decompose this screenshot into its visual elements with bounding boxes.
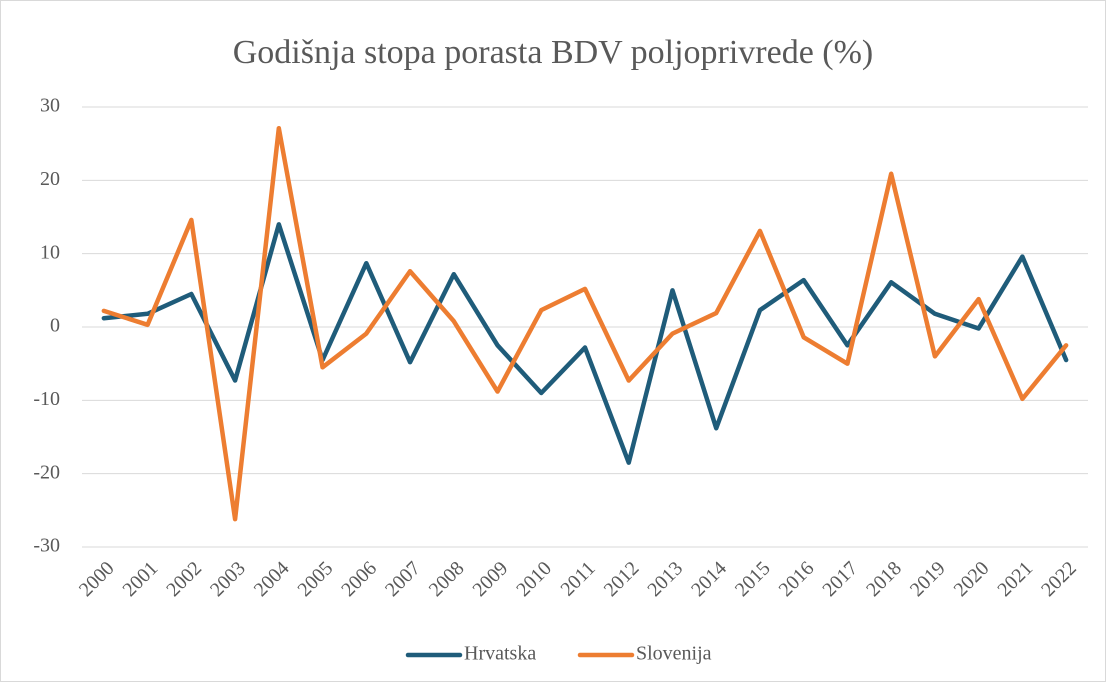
y-tick-label: -20 [33,461,60,483]
chart-title: Godišnja stopa porasta BDV poljoprivrede… [233,34,874,71]
y-tick-label: -10 [33,388,60,410]
legend-label: Hrvatska [464,643,536,665]
data-line [101,126,1069,522]
y-tick-label: 30 [40,95,60,117]
y-tick-label: 0 [50,315,60,337]
legend-label: Slovenija [636,643,712,665]
y-tick-label: 10 [40,241,60,263]
y-tick-label: 20 [40,168,60,190]
y-tick-label: -30 [33,535,60,557]
